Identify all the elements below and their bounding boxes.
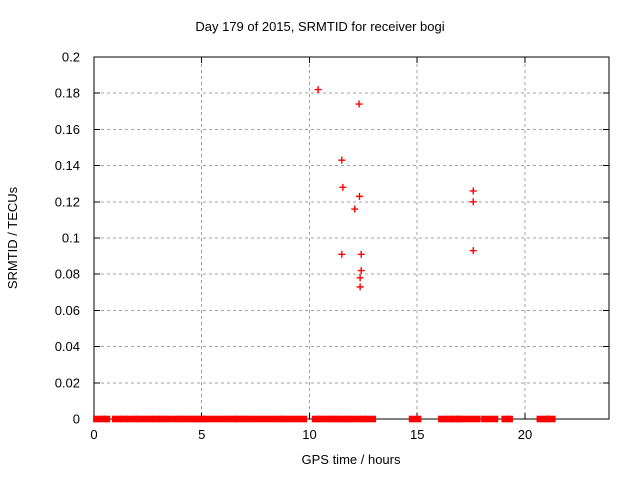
y-tick-label: 0 xyxy=(73,412,80,427)
baseline-marker-run xyxy=(146,415,155,423)
baseline-marker-run xyxy=(446,415,454,423)
baseline-marker-run xyxy=(112,415,122,423)
data-point xyxy=(357,250,365,258)
baseline-marker-run xyxy=(318,415,330,423)
data-point xyxy=(314,86,322,94)
x-tick-label: 15 xyxy=(410,427,424,442)
baseline-marker-run xyxy=(157,415,164,423)
baseline-marker-run xyxy=(458,415,481,423)
baseline-marker-run xyxy=(335,415,351,423)
baseline-marker-run xyxy=(103,415,111,423)
baseline-marker-run xyxy=(365,415,377,423)
baseline-marker-run xyxy=(506,415,513,423)
data-point xyxy=(469,247,477,255)
baseline-marker-run xyxy=(120,415,128,423)
data-point xyxy=(355,100,363,108)
tick-labels: 0 5 10 15 20 0 0.02 0.04 0.06 0.08 0.1 0.12 0.14 0.16… xyxy=(55,50,533,443)
baseline-marker-run xyxy=(203,415,237,423)
baseline-marker-run xyxy=(408,415,422,423)
axis-ticks xyxy=(93,56,609,420)
baseline-marker-run xyxy=(481,415,490,423)
baseline-marker-run xyxy=(301,415,308,423)
baseline-marker-run xyxy=(194,415,206,423)
grid-lines xyxy=(95,58,608,418)
baseline-marker-run xyxy=(290,415,303,423)
baseline-marker-run xyxy=(135,415,149,423)
y-tick-label: 0.18 xyxy=(55,86,80,101)
y-tick-label: 0.04 xyxy=(55,339,80,354)
data-point xyxy=(338,156,346,164)
data-point xyxy=(357,267,365,275)
baseline-marker-run xyxy=(172,415,179,423)
data-point xyxy=(469,198,477,206)
x-axis-label: GPS time / hours xyxy=(302,452,401,467)
data-series xyxy=(93,86,556,423)
baseline-marker-run xyxy=(546,415,556,423)
baseline-marker-run xyxy=(280,415,292,423)
y-tick-label: 0.08 xyxy=(55,267,80,282)
baseline-marker-run xyxy=(270,415,284,423)
data-point xyxy=(339,183,347,191)
baseline-marker-run xyxy=(347,415,362,423)
data-point xyxy=(355,192,363,200)
plot-border xyxy=(93,56,610,420)
baseline-marker-run xyxy=(166,415,173,423)
baseline-marker-run xyxy=(188,415,197,423)
x-tick-label: 10 xyxy=(302,427,316,442)
baseline-marker-run xyxy=(161,415,168,423)
baseline-marker-run xyxy=(177,415,184,423)
baseline-marker-run xyxy=(331,415,338,423)
baseline-marker-run xyxy=(181,415,191,423)
plot-frame xyxy=(93,56,610,420)
baseline-marker-run xyxy=(311,415,320,423)
baseline-marker-run xyxy=(501,415,510,423)
data-point xyxy=(338,250,346,258)
x-tick-label: 5 xyxy=(198,427,205,442)
x-tick-label: 20 xyxy=(518,427,532,442)
data-point xyxy=(351,205,359,213)
x-tick-label: 0 xyxy=(90,427,97,442)
data-point xyxy=(356,283,364,291)
baseline-marker-run xyxy=(126,415,139,423)
baseline-marker-run xyxy=(438,415,449,423)
y-tick-label: 0.02 xyxy=(55,375,80,390)
baseline-marker-run xyxy=(152,415,160,423)
baseline-marker-run xyxy=(359,415,367,423)
y-tick-label: 0.12 xyxy=(55,194,80,209)
y-axis-label: SRMTID / TECUs xyxy=(5,186,20,289)
data-point xyxy=(469,187,477,195)
y-tick-label: 0.06 xyxy=(55,303,80,318)
y-tick-label: 0.2 xyxy=(62,50,80,65)
y-tick-label: 0.16 xyxy=(55,122,80,137)
y-tick-label: 0.14 xyxy=(55,158,80,173)
baseline-marker-run xyxy=(234,415,247,423)
y-tick-label: 0.1 xyxy=(62,231,80,246)
baseline-marker-run xyxy=(489,415,499,423)
baseline-marker-run xyxy=(245,415,271,423)
baseline-marker-run xyxy=(536,415,550,423)
data-point xyxy=(356,274,364,282)
chart-title: Day 179 of 2015, SRMTID for receiver bog… xyxy=(195,19,444,34)
baseline-marker-run xyxy=(451,415,458,423)
baseline-marker-run xyxy=(93,415,106,423)
baseline-marker-run xyxy=(327,415,334,423)
